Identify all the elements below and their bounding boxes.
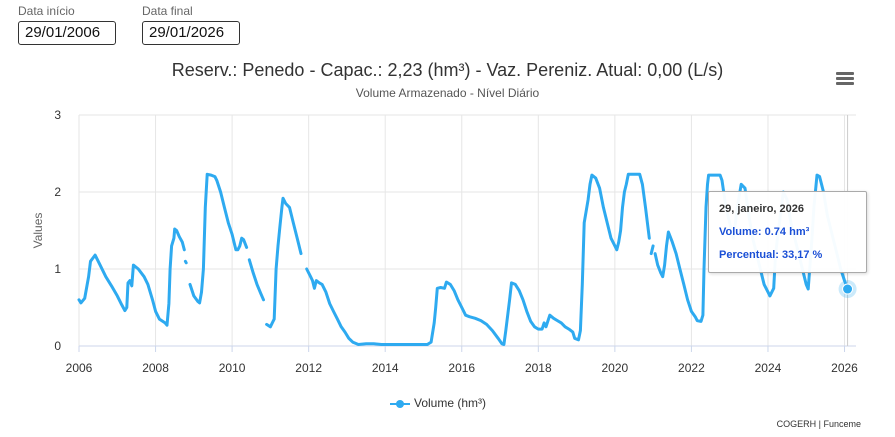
tooltip: 29, janeiro, 2026 Volume: 0.74 hm³ Perce… — [708, 191, 867, 273]
tooltip-date: 29, janeiro, 2026 — [719, 203, 804, 215]
x-tick-label: 2026 — [831, 361, 858, 375]
legend-item-volume[interactable]: Volume (hm³) — [390, 396, 486, 410]
series-line-volume — [649, 244, 655, 256]
credits-label[interactable]: COGERH | Funceme — [776, 419, 861, 429]
start-date-label: Data início — [18, 4, 75, 18]
chart-subtitle: Volume Armazenado - Nível Diário — [355, 86, 540, 100]
legend-series-marker — [390, 399, 410, 408]
x-tick-label: 2020 — [602, 361, 629, 375]
start-date-group: Data início 29/01/2006 — [18, 4, 116, 45]
series-line-volume — [265, 196, 303, 329]
start-date-input[interactable]: 29/01/2006 — [18, 21, 116, 45]
highlight-point — [842, 283, 854, 295]
series-line-volume — [247, 258, 265, 302]
x-tick-label: 2008 — [142, 361, 169, 375]
x-tick-label: 2012 — [295, 361, 322, 375]
chart-title: Reserv.: Penedo - Capac.: 2,23 (hm³) - V… — [171, 60, 724, 80]
end-date-group: Data final 29/01/2026 — [142, 4, 240, 45]
chart-menu-icon[interactable] — [836, 72, 854, 86]
tooltip-percent: Percentual: 33,17 % — [719, 249, 823, 261]
y-axis-title: Values — [31, 213, 45, 249]
tooltip-volume: Volume: 0.74 hm³ — [719, 226, 810, 238]
y-tick-label: 0 — [54, 339, 61, 353]
x-tick-label: 2022 — [678, 361, 705, 375]
end-date-label: Data final — [142, 4, 193, 18]
x-tick-label: 2006 — [66, 361, 93, 375]
x-tick-label: 2010 — [219, 361, 246, 375]
x-tick-label: 2014 — [372, 361, 399, 375]
y-tick-label: 3 — [54, 108, 61, 122]
legend-label: Volume (hm³) — [414, 396, 487, 410]
x-tick-label: 2016 — [448, 361, 475, 375]
y-tick-label: 2 — [54, 185, 61, 199]
x-tick-label: 2018 — [525, 361, 552, 375]
series-line-volume — [77, 227, 186, 327]
y-tick-label: 1 — [54, 262, 61, 276]
x-tick-label: 2024 — [755, 361, 782, 375]
series-line-volume — [183, 259, 188, 265]
series-line-volume — [188, 172, 249, 305]
end-date-input[interactable]: 29/01/2026 — [142, 21, 240, 45]
series-line-volume — [305, 172, 651, 346]
